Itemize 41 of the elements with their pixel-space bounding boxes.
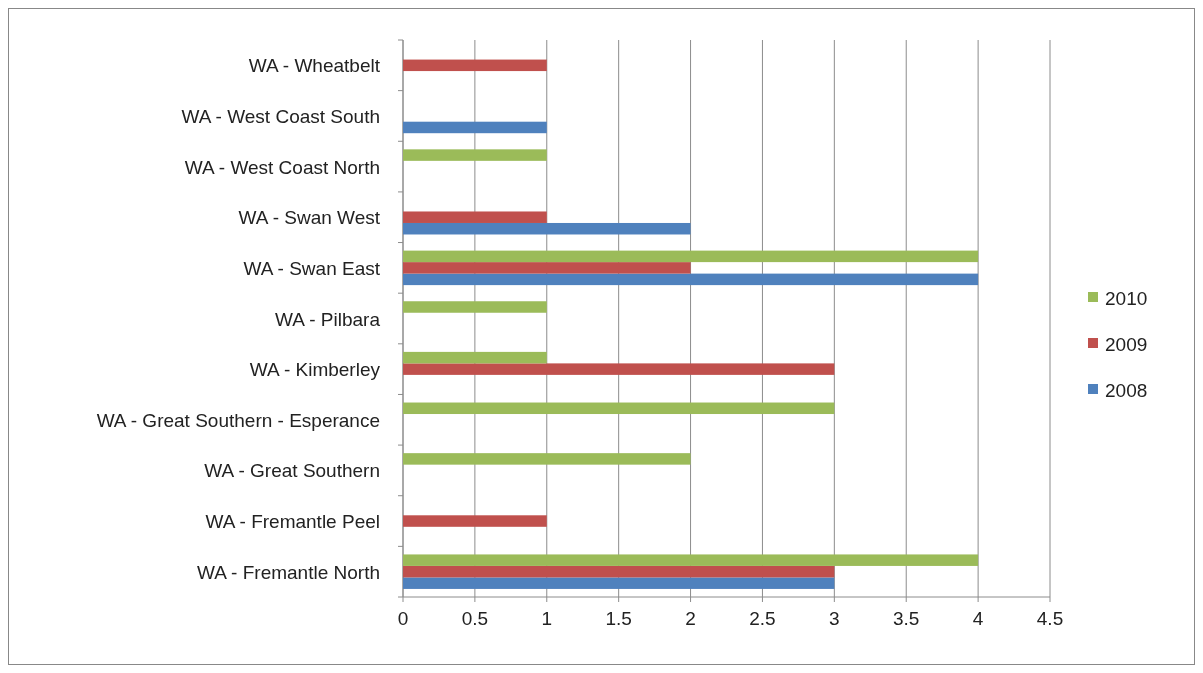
bar <box>403 262 691 274</box>
y-tick-label: WA - West Coast South <box>181 105 380 127</box>
bar <box>403 565 835 578</box>
y-tick-label: WA - Kimberley <box>249 359 381 381</box>
bar <box>403 211 547 223</box>
y-tick-label: WA - Swan East <box>243 257 381 279</box>
bar <box>403 515 547 527</box>
bar <box>403 351 547 364</box>
x-tick-label: 1.5 <box>605 608 632 629</box>
x-tick-label: 4 <box>972 608 984 629</box>
bar <box>403 59 547 72</box>
x-tick-label: 3.5 <box>893 608 920 629</box>
y-tick-label: WA - West Coast North <box>184 156 380 178</box>
legend-label: 2009 <box>1105 334 1148 355</box>
bar <box>403 121 547 134</box>
x-tick-label: 4.5 <box>1036 608 1064 629</box>
x-tick-label: 0.5 <box>461 608 489 629</box>
bar <box>403 250 979 263</box>
x-tick-label: 3 <box>829 608 840 629</box>
y-tick-label: WA - Wheatbelt <box>248 55 381 77</box>
bar <box>403 453 691 465</box>
bar <box>403 363 835 375</box>
bar <box>403 273 979 286</box>
bar <box>403 577 835 589</box>
y-tick-label: WA - Swan West <box>238 207 381 229</box>
bar <box>403 149 547 161</box>
y-tick-label: WA - Great Southern - Esperance <box>96 409 380 431</box>
legend-label: 2010 <box>1105 288 1148 309</box>
bar <box>403 222 691 235</box>
x-tick-label: 2 <box>685 608 696 629</box>
x-tick-label: 2.5 <box>749 608 776 629</box>
bar <box>403 301 547 313</box>
y-tick-label: WA - Fremantle North <box>196 561 380 583</box>
bar <box>403 402 835 415</box>
y-tick-label: WA - Fremantle Peel <box>205 511 380 533</box>
y-tick-label: WA - Pilbara <box>275 308 381 330</box>
x-tick-label: 1 <box>541 608 553 629</box>
x-tick-label: 0 <box>397 608 409 629</box>
bar <box>403 554 979 566</box>
legend-label: 2008 <box>1105 380 1148 401</box>
y-tick-label: WA - Great Southern <box>204 460 380 482</box>
